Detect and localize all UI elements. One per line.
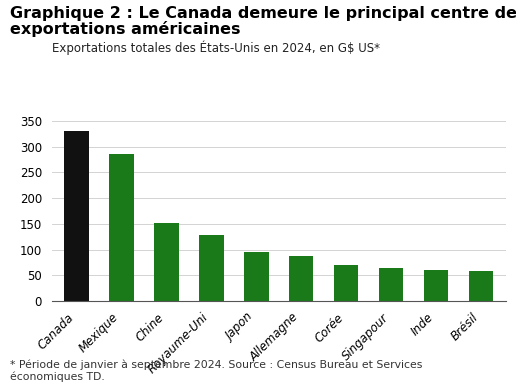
Text: Exportations totales des États-Unis en 2024, en G$ US*: Exportations totales des États-Unis en 2…	[52, 41, 380, 55]
Bar	[244, 252, 268, 301]
Text: exportations américaines: exportations américaines	[10, 21, 241, 37]
Bar	[64, 131, 89, 301]
Bar	[469, 271, 493, 301]
Text: Graphique 2 : Le Canada demeure le principal centre des: Graphique 2 : Le Canada demeure le princ…	[10, 6, 516, 21]
Bar	[289, 256, 314, 301]
Bar	[154, 223, 179, 301]
Bar	[199, 235, 223, 301]
Bar	[379, 267, 404, 301]
Bar	[334, 265, 359, 301]
Text: * Période de janvier à septembre 2024. Source : Census Bureau et Services
économ: * Période de janvier à septembre 2024. S…	[10, 359, 423, 382]
Bar	[424, 270, 448, 301]
Bar	[109, 154, 134, 301]
